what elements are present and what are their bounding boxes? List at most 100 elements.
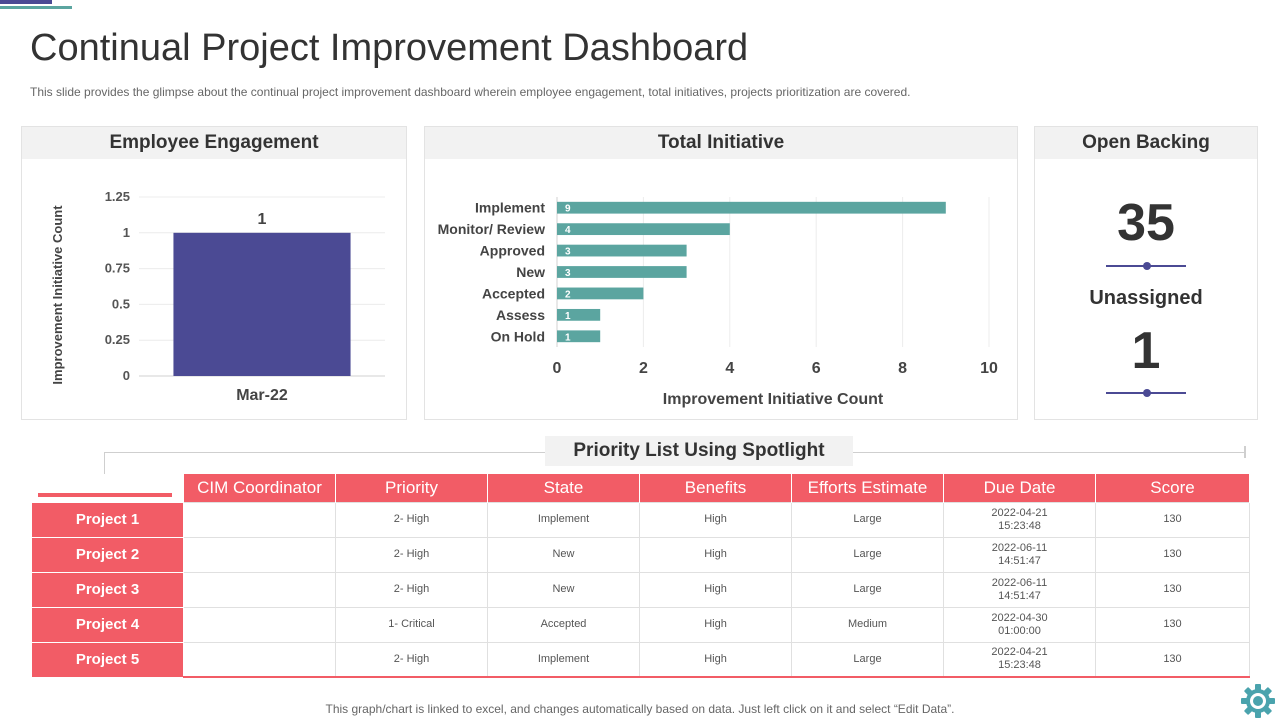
priority-frame-end <box>1244 446 1246 458</box>
efforts-estimate-cell: Large <box>791 641 944 678</box>
benefits-cell: High <box>639 571 792 608</box>
score-cell: 130 <box>1095 536 1250 573</box>
project-name-cell: Project 2 <box>31 536 184 573</box>
project-name-cell: Project 1 <box>31 501 184 538</box>
state-cell: Implement <box>487 641 640 678</box>
open-backing-count: 35 <box>1117 194 1175 252</box>
table-row: Project 2 2- High New High Large 2022-06-11 14… <box>31 536 1250 573</box>
column-header-priority: Priority <box>335 474 488 502</box>
cim-coordinator-cell <box>183 606 336 643</box>
unassigned-label: Unassigned <box>1089 287 1203 309</box>
data-label: 1 <box>258 211 267 228</box>
y-tick-label: Approved <box>480 243 545 259</box>
bar <box>557 266 687 278</box>
column-header-cim-coordinator: CIM Coordinator <box>183 474 336 502</box>
efforts-estimate-cell: Large <box>791 536 944 573</box>
y-tick-label: 0 <box>123 368 130 383</box>
priority-frame-line <box>104 452 105 492</box>
due-date-cell: 2022-04-30 01:00:00 <box>943 606 1096 643</box>
x-tick-label: 2 <box>639 360 648 377</box>
cim-coordinator-cell <box>183 571 336 608</box>
bar <box>557 330 601 343</box>
divider-dot <box>1143 262 1151 270</box>
total-initiative-panel: Total Initiative 0 2 4 6 8 10 9 Implement 4 Monit… <box>424 126 1018 420</box>
y-tick-label: 0.25 <box>105 332 130 347</box>
divider <box>1106 389 1186 397</box>
employee-engagement-chart: 0 0.25 0.5 0.75 1 1.25 1 Mar-22 Improvement Init… <box>50 189 385 404</box>
table-header-row: CIM Coordinator Priority State Benefits … <box>31 474 1250 502</box>
y-tick-label: Implement <box>475 200 545 216</box>
priority-list-title: Priority List Using Spotlight <box>545 436 853 466</box>
benefits-cell: High <box>639 641 792 678</box>
state-cell: Accepted <box>487 606 640 643</box>
x-tick-label: Mar-22 <box>236 387 288 404</box>
decorative-top-bar <box>0 0 52 4</box>
open-backing-title: Open Backing <box>1035 127 1257 159</box>
priority-table: CIM Coordinator Priority State Benefits … <box>31 474 1250 678</box>
due-time-value: 01:00:00 <box>998 624 1041 637</box>
priority-cell: 2- High <box>335 536 488 573</box>
page-title: Continual Project Improvement Dashboard <box>30 27 749 69</box>
cim-coordinator-cell <box>183 641 336 678</box>
data-label: 3 <box>565 247 571 258</box>
y-tick-label: Accepted <box>482 285 545 301</box>
y-tick-label: Assess <box>496 307 545 323</box>
divider <box>1106 262 1186 270</box>
x-tick-label: 8 <box>898 360 907 377</box>
priority-cell: 1- Critical <box>335 606 488 643</box>
y-tick-label: On Hold <box>491 328 545 344</box>
divider-dot <box>1143 389 1151 397</box>
column-header-benefits: Benefits <box>639 474 792 502</box>
data-label: 2 <box>565 289 571 300</box>
x-tick-label: 6 <box>812 360 821 377</box>
benefits-cell: High <box>639 536 792 573</box>
bar <box>557 287 644 300</box>
due-time-value: 15:23:48 <box>998 659 1041 672</box>
data-label: 1 <box>565 332 571 343</box>
due-date-value: 2022-04-21 <box>991 646 1048 659</box>
bar <box>557 308 601 321</box>
footnote: This graph/chart is linked to excel, and… <box>325 702 955 716</box>
priority-cell: 2- High <box>335 501 488 538</box>
project-name-cell: Project 5 <box>31 641 184 678</box>
project-name-cell: Project 3 <box>31 571 184 608</box>
data-label: 4 <box>565 225 571 236</box>
gear-icon[interactable] <box>1240 683 1276 719</box>
cim-coordinator-cell <box>183 501 336 538</box>
due-date-cell: 2022-06-11 14:51:47 <box>943 571 1096 608</box>
project-name-cell: Project 4 <box>31 606 184 643</box>
unassigned-count: 1 <box>1131 322 1161 380</box>
y-axis-title: Improvement Initiative Count <box>50 205 65 385</box>
total-initiative-title: Total Initiative <box>425 127 1017 159</box>
due-date-value: 2022-04-30 <box>991 611 1048 624</box>
page-subtitle: This slide provides the glimpse about th… <box>30 85 911 99</box>
state-cell: Implement <box>487 501 640 538</box>
priority-cell: 2- High <box>335 641 488 678</box>
data-label: 1 <box>565 311 571 322</box>
table-row: Project 4 1- Critical Accepted High Medium 20… <box>31 606 1250 643</box>
column-header-efforts-estimate: Efforts Estimate <box>791 474 944 502</box>
column-header-score: Score <box>1095 474 1250 502</box>
score-cell: 130 <box>1095 571 1250 608</box>
efforts-estimate-cell: Medium <box>791 606 944 643</box>
y-tick-label: 1.25 <box>105 189 130 204</box>
open-backing-panel: Open Backing 35 Unassigned 1 <box>1034 126 1258 420</box>
bar <box>557 201 946 214</box>
score-cell: 130 <box>1095 641 1250 678</box>
benefits-cell: High <box>639 501 792 538</box>
due-date-cell: 2022-04-21 15:23:48 <box>943 641 1096 678</box>
employee-engagement-panel: Employee Engagement 0 0.25 0.5 0.75 1 1.25 1 Ma… <box>21 126 407 420</box>
employee-engagement-title: Employee Engagement <box>22 127 406 159</box>
column-header-state: State <box>487 474 640 502</box>
due-time-value: 14:51:47 <box>998 589 1041 602</box>
priority-cell: 2- High <box>335 571 488 608</box>
data-label: 9 <box>565 204 571 215</box>
due-date-value: 2022-04-21 <box>991 506 1048 519</box>
y-tick-label: Monitor/ Review <box>438 221 545 237</box>
bar <box>557 223 730 236</box>
x-axis-title: Improvement Initiative Count <box>663 391 884 408</box>
efforts-estimate-cell: Large <box>791 571 944 608</box>
due-date-value: 2022-06-11 <box>991 576 1048 589</box>
benefits-cell: High <box>639 606 792 643</box>
state-cell: New <box>487 571 640 608</box>
